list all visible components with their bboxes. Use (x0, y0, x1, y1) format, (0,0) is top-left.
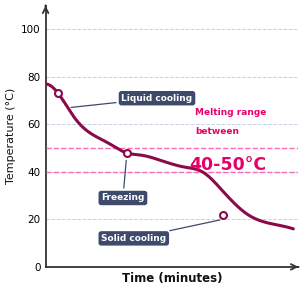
Text: Solid cooling: Solid cooling (101, 220, 220, 243)
Text: Liquid cooling: Liquid cooling (71, 94, 192, 107)
Text: between: between (195, 127, 239, 136)
Text: Melting range: Melting range (195, 108, 266, 117)
X-axis label: Time (minutes): Time (minutes) (122, 272, 222, 285)
Text: Freezing: Freezing (101, 160, 145, 203)
Text: 40-50°C: 40-50°C (190, 156, 267, 174)
Y-axis label: Temperature (°C): Temperature (°C) (5, 88, 16, 184)
